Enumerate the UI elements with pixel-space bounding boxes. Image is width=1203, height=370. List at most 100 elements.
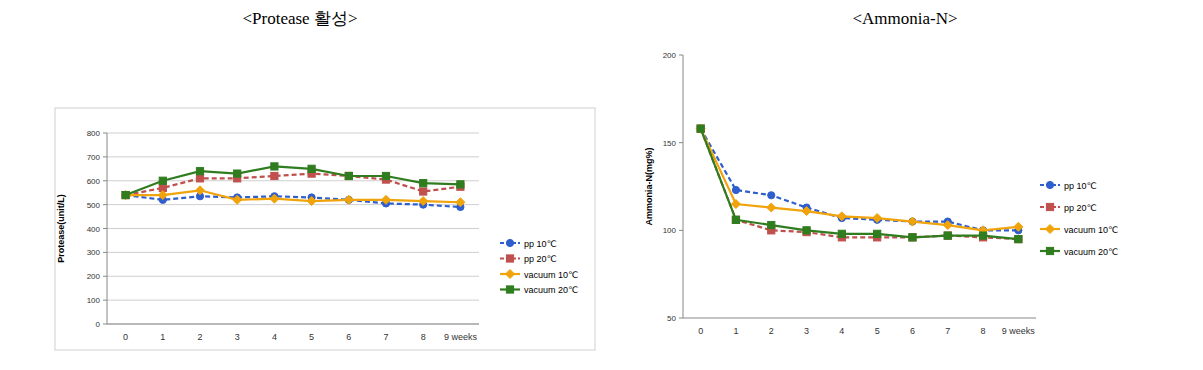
point [419, 197, 428, 206]
x-tick-label: 3 [235, 332, 240, 342]
x-axis-line [683, 318, 1036, 319]
y-tick [103, 300, 107, 301]
series-line [701, 129, 1019, 231]
legend-marker [1046, 181, 1053, 188]
x-tick-label: 5 [875, 326, 880, 336]
point [345, 172, 352, 179]
y-axis-label: Ammonia-N(mg%) [644, 147, 654, 225]
y-tick-label: 150 [663, 139, 677, 148]
point [873, 214, 882, 223]
grid-line [107, 276, 479, 277]
series-line [126, 190, 461, 202]
point [732, 216, 739, 223]
point [732, 186, 739, 193]
legend-marker [506, 255, 513, 262]
legend-label: vacuum 10℃ [524, 270, 578, 280]
point [908, 217, 917, 226]
x-tick-label: 7 [945, 326, 950, 336]
point [697, 125, 704, 132]
point [122, 191, 129, 198]
point [838, 230, 845, 237]
y-tick-label: 500 [87, 201, 101, 210]
plot-area [696, 124, 1023, 243]
y-tick-label: 200 [87, 272, 101, 281]
point [158, 191, 167, 200]
point [944, 232, 951, 239]
x-tick-label: 6 [910, 326, 915, 336]
y-tick-label: 50 [667, 314, 676, 323]
y-tick-label: 300 [87, 248, 101, 257]
x-axis-line [107, 324, 479, 325]
grid-line [107, 300, 479, 301]
series-line [126, 166, 461, 195]
x-tick-label: 9 weeks [444, 332, 478, 342]
point [234, 170, 241, 177]
legend-marker [1046, 247, 1053, 254]
point [696, 124, 705, 133]
series-line [701, 129, 1019, 239]
y-tick [103, 276, 107, 277]
point [271, 163, 278, 170]
point [944, 232, 951, 239]
series-line [701, 129, 1019, 231]
y-tick [679, 142, 683, 143]
chart: <Protease 활성>Protease(unit/L)01002003004… [55, 9, 595, 350]
y-tick [103, 204, 107, 205]
point [122, 191, 129, 198]
legend-label: vacuum 10℃ [1064, 225, 1118, 235]
point [768, 221, 775, 228]
y-axis-line [683, 55, 684, 318]
y-tick [103, 180, 107, 181]
point [731, 200, 740, 209]
x-tick-label: 1 [733, 326, 738, 336]
x-tick-label: 4 [272, 332, 277, 342]
point [457, 181, 464, 188]
point [837, 212, 846, 221]
x-tick-label: 8 [981, 326, 986, 336]
y-tick [679, 318, 683, 319]
point [122, 191, 129, 198]
legend-marker [1046, 225, 1055, 234]
point [344, 195, 353, 204]
legend-label: vacuum 20℃ [1064, 247, 1118, 257]
point [420, 188, 427, 195]
point [909, 234, 916, 241]
point [345, 196, 352, 203]
point [196, 175, 203, 182]
point [382, 172, 389, 179]
point [121, 191, 130, 200]
series-line [701, 129, 1019, 239]
y-axis-line [107, 133, 108, 324]
point [979, 232, 986, 239]
point [308, 165, 315, 172]
point [233, 195, 242, 204]
legend-marker [506, 239, 513, 246]
point [802, 207, 811, 216]
x-tick-label: 0 [698, 326, 703, 336]
y-tick [103, 324, 107, 325]
y-tick [103, 156, 107, 157]
chart-frame [55, 108, 595, 350]
chart-title: <Ammonia-N> [852, 9, 957, 28]
y-tick-label: 600 [87, 177, 101, 186]
x-tick-label: 7 [383, 332, 388, 342]
x-tick-label: 3 [804, 326, 809, 336]
legend-label: pp 20℃ [524, 254, 557, 264]
x-tick-label: 4 [839, 326, 844, 336]
x-tick-label: 0 [123, 332, 128, 342]
y-tick [679, 55, 683, 56]
point [196, 186, 205, 195]
point [697, 125, 704, 132]
point [943, 221, 952, 230]
point [270, 194, 279, 203]
point [909, 234, 916, 241]
x-tick-label: 5 [309, 332, 314, 342]
grid-line [107, 228, 479, 229]
point [307, 197, 316, 206]
x-tick-label: 1 [160, 332, 165, 342]
y-tick-label: 0 [96, 320, 101, 329]
point [874, 230, 881, 237]
point [1015, 236, 1022, 243]
chart-title: <Protease 활성> [242, 9, 357, 28]
point [768, 192, 775, 199]
